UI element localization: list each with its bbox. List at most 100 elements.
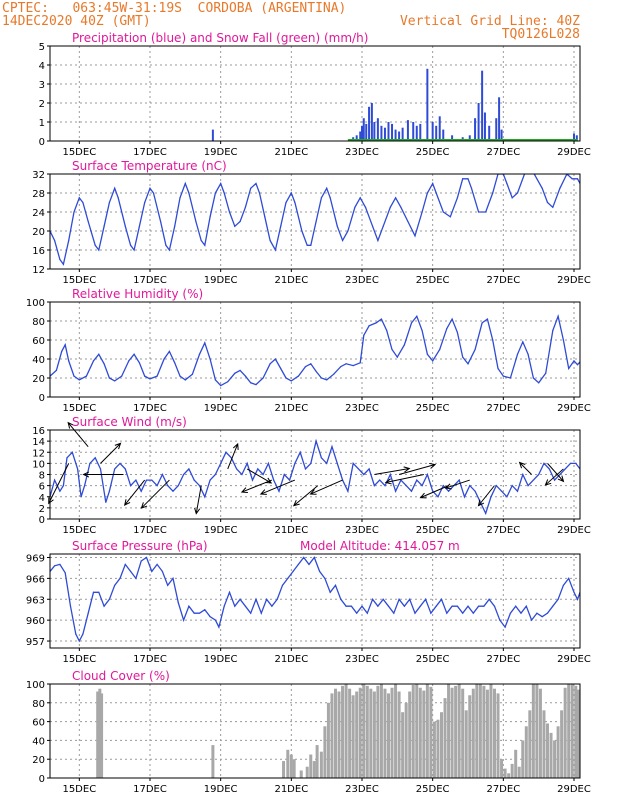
data-point: [562, 584, 564, 586]
data-point: [234, 372, 236, 374]
wind-vector: [374, 466, 411, 475]
data-point: [177, 485, 179, 487]
data-point: [315, 220, 317, 223]
data-point: [502, 375, 504, 377]
cloud-bar: [500, 759, 504, 778]
x-tick-label: 15DEC: [62, 147, 96, 158]
y-tick-label: 20: [32, 374, 45, 385]
data-point: [373, 485, 375, 487]
precip-bar: [495, 118, 498, 141]
data-point: [193, 479, 195, 481]
precip-bar: [401, 127, 404, 141]
cloud-bar: [576, 689, 580, 778]
data-point: [281, 584, 284, 586]
cloud-bar: [383, 688, 387, 778]
y-tick-label: 28: [32, 189, 45, 200]
cloud-bar: [386, 693, 390, 778]
data-point: [477, 211, 480, 213]
data-point: [179, 375, 181, 377]
data-point: [188, 605, 190, 607]
series-group: [50, 556, 580, 643]
cloud-bar: [563, 687, 567, 778]
data-point: [481, 322, 483, 324]
data-point: [432, 360, 434, 362]
data-point: [530, 619, 533, 621]
data-point: [250, 382, 252, 384]
data-point: [336, 462, 338, 464]
data-point: [124, 225, 126, 227]
data-point: [306, 244, 308, 246]
y-tick-label: 20: [32, 227, 45, 238]
data-point: [278, 490, 280, 492]
data-point: [73, 211, 75, 213]
data-point: [68, 360, 70, 362]
precip-bar: [391, 123, 394, 141]
precip-bar: [498, 97, 501, 141]
x-tick-label: 15DEC: [62, 275, 96, 286]
data-point: [53, 565, 56, 567]
precip-bar: [355, 135, 358, 141]
cloud-bar: [401, 712, 405, 778]
data-point: [62, 485, 65, 487]
data-point: [182, 619, 185, 621]
data-point: [225, 451, 227, 453]
y-tick-label: 12: [32, 265, 45, 276]
data-point: [301, 230, 303, 232]
data-point: [198, 485, 201, 487]
precip-bar: [431, 122, 434, 141]
data-point: [414, 612, 416, 614]
data-point: [200, 239, 202, 242]
x-tick-label: 19DEC: [204, 147, 238, 158]
x-tick-label: 17DEC: [133, 654, 167, 665]
data-point: [241, 473, 243, 476]
data-point: [382, 598, 384, 600]
data-point: [209, 479, 211, 481]
data-point: [430, 612, 432, 614]
data-point: [98, 249, 100, 251]
data-point: [541, 616, 543, 618]
data-point: [506, 182, 508, 185]
precip-bar: [438, 116, 441, 141]
data-point: [345, 363, 347, 365]
data-point: [62, 263, 65, 265]
data-point: [435, 605, 437, 607]
data-point: [326, 187, 328, 189]
y-tick-label: 16: [32, 246, 45, 257]
data-point: [541, 187, 543, 189]
data-point: [223, 605, 225, 607]
data-point: [483, 605, 485, 607]
data-point: [209, 216, 211, 218]
data-point: [387, 605, 390, 607]
data-point: [198, 353, 201, 355]
data-point: [234, 225, 236, 227]
grid-note: Vertical Grid Line: 40Z: [399, 14, 580, 29]
data-point: [255, 384, 257, 386]
y-tick-label: 5: [39, 42, 45, 53]
data-point: [421, 485, 423, 487]
data-point: [174, 362, 176, 364]
data-point: [456, 197, 458, 199]
x-tick-label: 17DEC: [133, 275, 167, 286]
data-point: [446, 328, 448, 330]
plot-frame: [49, 553, 581, 649]
y-tick-label: 0: [39, 774, 45, 785]
x-tick-label: 21DEC: [274, 147, 308, 158]
data-point: [545, 372, 547, 374]
data-point: [214, 619, 216, 621]
data-point: [124, 468, 126, 470]
y-tick-label: 0: [39, 515, 45, 526]
data-point: [568, 577, 570, 579]
data-point: [334, 584, 337, 586]
cloud-bar: [549, 732, 553, 778]
cloud-bar: [372, 691, 376, 778]
chart-code: TQ0126L028: [501, 27, 580, 42]
wind-vector: [444, 479, 470, 490]
data-point: [71, 451, 73, 453]
data-point: [320, 377, 322, 379]
data-point: [525, 605, 527, 607]
data-point: [214, 473, 216, 476]
data-point: [195, 220, 197, 223]
data-point: [276, 598, 278, 600]
data-point: [151, 570, 153, 573]
x-tick-label: 21DEC: [274, 403, 308, 414]
